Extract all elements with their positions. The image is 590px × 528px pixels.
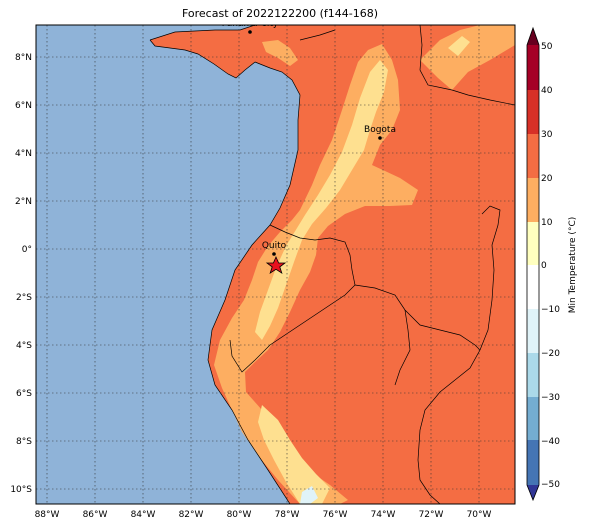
colorbar-band (527, 222, 539, 265)
x-tick-label: 86°W (83, 510, 108, 520)
y-tick-label: 0° (22, 245, 32, 255)
colorbar-tick-label: 30 (541, 130, 553, 140)
colorbar-tick-label: −20 (541, 349, 560, 359)
land-temp-band-0-10-south (258, 405, 330, 504)
colorbar-tick-label: −10 (541, 305, 560, 315)
city-label-quito: Quito (262, 241, 287, 251)
colorbar-band (527, 178, 539, 222)
y-tick-label: 8°S (16, 437, 32, 447)
city-dot-bogota (378, 136, 382, 140)
y-tick-label: 2°N (15, 197, 32, 207)
city-label-bogota: Bogota (364, 125, 396, 135)
y-tick-label: 6°S (16, 389, 32, 399)
x-tick-label: 80°W (227, 510, 252, 520)
colorbar-tick-label: −50 (541, 480, 560, 490)
city-dot-panama (248, 30, 252, 34)
city-bogota: Bogota (364, 125, 396, 140)
country-borders (149, 25, 515, 504)
map-frame (35, 24, 516, 505)
colorbar-tick-label: 0 (541, 261, 547, 271)
city-label-panama: Panama City (222, 19, 279, 29)
colorbar-band (527, 440, 539, 485)
map-panel: Panama City Bogota Quito (35, 19, 516, 505)
figure-title: Forecast of 2022122200 (f144-168) (181, 7, 379, 20)
land-temp-band-below-0 (300, 486, 318, 504)
land-temp-band-0-10 (255, 60, 388, 340)
y-tick-label: 4°S (16, 341, 32, 351)
colorbar-band (527, 265, 539, 309)
x-axis: 88°W 86°W 84°W 82°W 80°W 78°W 76°W 74°W … (35, 510, 492, 520)
colorbar-tick-label: 40 (541, 86, 553, 96)
city-dot-quito (272, 252, 276, 256)
land-temp-band-10-20-ne (420, 25, 515, 90)
y-axis: 8°N 6°N 4°N 2°N 0° 2°S 4°S 6°S 8°S 10°S (10, 53, 32, 495)
x-tick-label: 76°W (323, 510, 348, 520)
colorbar-band (527, 397, 539, 440)
colorbar-band (527, 134, 539, 178)
city-quito: Quito (262, 241, 287, 256)
x-tick-label: 84°W (131, 510, 156, 520)
colorbar-tick-label: −30 (541, 393, 560, 403)
forecast-location-star-icon (265, 255, 287, 274)
x-tick-label: 72°W (419, 510, 444, 520)
x-tick-label: 88°W (35, 510, 60, 520)
colorbar-tick-label: −40 (541, 437, 560, 447)
x-tick-label: 82°W (179, 510, 204, 520)
colorbar-band (527, 45, 539, 90)
land-temp-band-10-20 (214, 44, 418, 504)
colorbar-band (527, 309, 539, 353)
colorbar-tick-label: 50 (541, 42, 553, 52)
y-tick-label: 10°S (10, 485, 32, 495)
y-tick-label: 4°N (15, 149, 32, 159)
city-panama: Panama City (222, 19, 279, 34)
colorbar-label: Min Temperature (°C) (568, 217, 578, 314)
land-temp-band-0-10-ne (448, 36, 470, 56)
y-tick-label: 6°N (15, 101, 32, 111)
x-tick-label: 74°W (371, 510, 396, 520)
colorbar-tick-label: 10 (541, 218, 553, 228)
colorbar-band (527, 28, 539, 45)
x-tick-label: 70°W (467, 510, 492, 520)
land-temp-band-10-20-coast (262, 40, 298, 66)
colorbar: 50 40 30 20 10 0 −10 −20 −30 −40 −50 Min… (526, 26, 578, 502)
y-tick-label: 8°N (15, 53, 32, 63)
colorbar-tick-label: 20 (541, 174, 553, 184)
colorbar-band (527, 90, 539, 134)
colorbar-band (527, 485, 539, 500)
colorbar-band (527, 353, 539, 397)
x-tick-label: 78°W (275, 510, 300, 520)
y-tick-label: 2°S (16, 293, 32, 303)
colorbar-outline (526, 26, 540, 502)
